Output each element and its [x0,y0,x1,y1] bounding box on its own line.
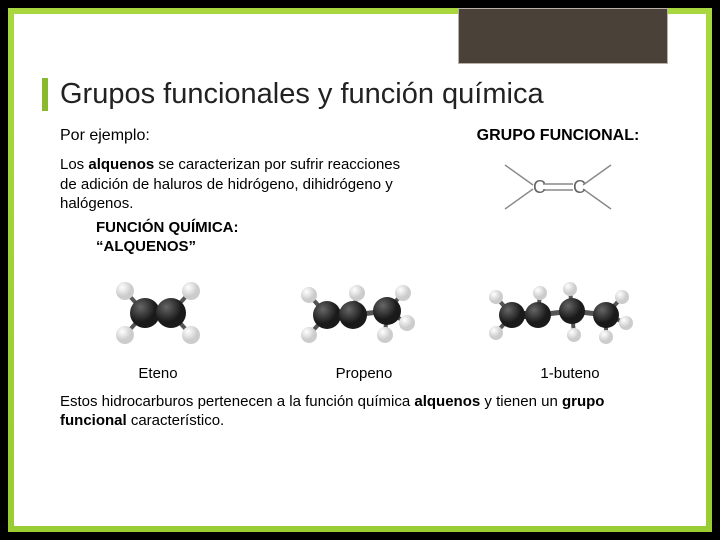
grupo-funcional-title: GRUPO FUNCIONAL: [448,127,668,145]
header-decor-box [458,8,668,64]
body-bold: alquenos [88,156,154,173]
molecule-eteno: Eteno [68,267,248,382]
grupo-c-right: C [573,177,586,197]
body-text: Los alquenos se caracterizan por sufrir … [60,155,418,214]
footer-after: característico. [127,412,225,429]
footer-mid: y tienen un [480,393,562,410]
body-before: Los [60,156,88,173]
eteno-model-icon [103,267,213,359]
propeno-label: Propeno [274,365,454,382]
slide-content: Grupos funcionales y función química Por… [14,14,706,526]
footer-text: Estos hidrocarburos pertenecen a la func… [60,392,668,431]
molecules-row: Eteno [60,267,668,382]
por-ejemplo-label: Por ejemplo: [60,127,418,145]
grupo-c-left: C [533,177,546,197]
slide-title: Grupos funcionales y función química [42,78,668,111]
right-column: GRUPO FUNCIONAL: C C [448,127,668,257]
slide-frame: Grupos funcionales y función química Por… [8,8,712,532]
left-column: Por ejemplo: Los alquenos se caracteriza… [60,127,418,257]
molecule-buteno: 1-buteno [480,267,660,382]
footer-bold1: alquenos [414,393,480,410]
footer-before: Estos hidrocarburos pertenecen a la func… [60,393,414,410]
funcion-quimica-line2: “ALQUENOS” [96,237,418,257]
double-bond-structure-icon: C C [493,155,623,219]
eteno-label: Eteno [68,365,248,382]
buteno-label: 1-buteno [480,365,660,382]
propeno-model-icon [289,267,439,359]
content-row: Por ejemplo: Los alquenos se caracteriza… [60,127,668,257]
buteno-model-icon [480,267,660,359]
funcion-quimica-line1: FUNCIÓN QUÍMICA: [96,218,418,238]
molecule-propeno: Propeno [274,267,454,382]
